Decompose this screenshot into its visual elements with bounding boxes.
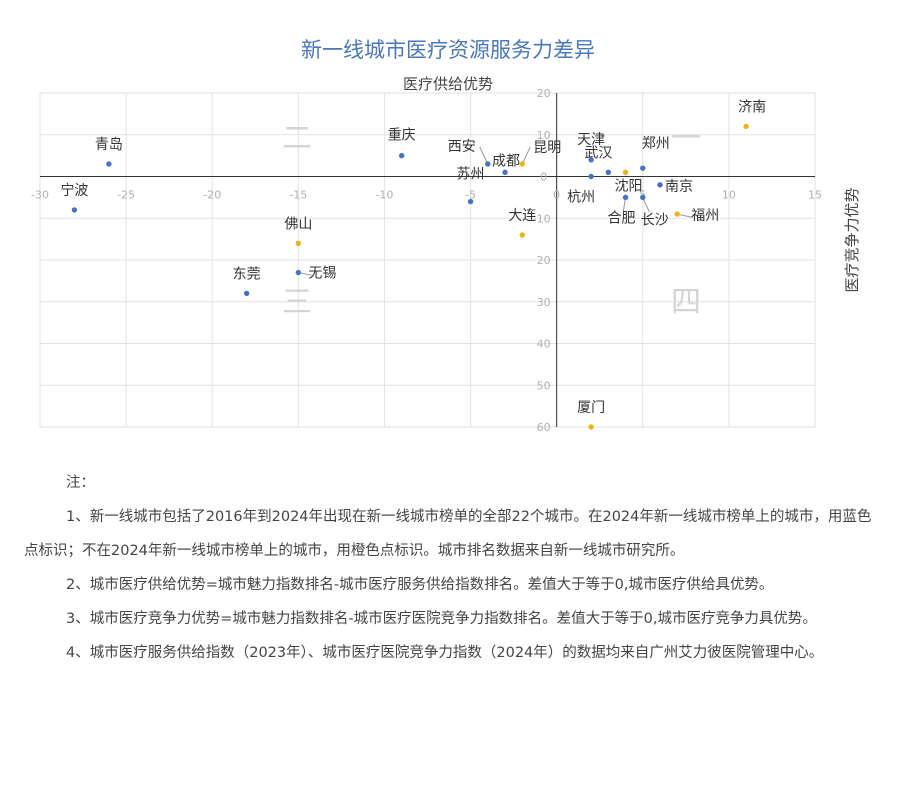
note-item-1: 1、新一线城市包括了2016年到2024年出现在新一线城市榜单的全部22个城市。… [24, 509, 872, 559]
quadrant-labels: 一 二三 四 [282, 121, 701, 320]
axes [40, 93, 815, 427]
y-tick-label: 30 [537, 296, 551, 309]
point-label: 杭州 [567, 190, 595, 206]
data-point [588, 173, 594, 180]
data-point [106, 161, 112, 167]
point-label: 佛山 [284, 216, 312, 232]
leader-line [642, 197, 650, 213]
point-label: 合肥 [608, 210, 636, 226]
point-label: 长沙 [641, 212, 669, 228]
data-point [502, 169, 508, 176]
point-label: 福州 [691, 208, 719, 224]
data-points [71, 123, 749, 430]
x-tick-label: 10 [722, 189, 736, 202]
data-point [674, 211, 680, 217]
point-label: 昆明 [533, 140, 561, 156]
x-tick-label: 0 [553, 189, 560, 202]
x-tick-label: -20 [203, 189, 221, 202]
point-label: 宁波 [60, 182, 88, 199]
data-point [588, 157, 594, 163]
point-label: 武汉 [584, 145, 612, 161]
x-tick-label: -30 [31, 189, 49, 202]
quadrant-label: 二 [282, 121, 312, 156]
point-label: 郑州 [642, 136, 670, 152]
point-label: 苏州 [457, 167, 485, 183]
data-point [605, 169, 612, 176]
note-item-4: 4、城市医疗服务供给指数（2023年）、城市医疗医院竞争力指数（2024年）的数… [66, 645, 824, 661]
x-tick-label: -15 [289, 189, 307, 202]
y-tick-label: 60 [537, 421, 551, 434]
notes-heading: 注： [66, 475, 95, 491]
chart-title: 新一线城市医疗资源服务力差异 [301, 38, 595, 62]
data-point [743, 123, 749, 130]
note-item-3: 3、城市医疗竞争力优势=城市魅力指数排名-城市医疗医院竞争力指数排名。差值大于等… [66, 611, 817, 627]
data-point [485, 161, 491, 167]
point-label: 东莞 [233, 266, 261, 282]
data-point [519, 161, 525, 167]
scatter-chart: 新一线城市医疗资源服务力差异 医疗供给优势 医疗竞争力优势 一 二三 四 -30 -2… [31, 38, 861, 434]
point-label: 南京 [665, 179, 693, 195]
data-point [622, 194, 629, 201]
y-tick-label: 10 [537, 129, 551, 142]
quadrant-label: 四 [671, 285, 701, 320]
point-label: 大连 [508, 208, 536, 224]
y-tick-label: 10 [537, 212, 551, 225]
x-tick-label: 15 [808, 189, 822, 202]
data-point [467, 198, 474, 205]
point-label: 青岛 [95, 137, 123, 153]
x-tick-label: -25 [117, 189, 135, 202]
point-label: 无锡 [308, 266, 336, 282]
x-tick-label: -10 [375, 189, 393, 202]
y-tick-label: 20 [537, 87, 551, 100]
data-point [398, 152, 405, 159]
leader-line [521, 146, 531, 165]
data-point [71, 207, 78, 213]
note-item-2: 2、城市医疗供给优势=城市魅力指数排名-城市医疗服务供给指数排名。差值大于等于0… [66, 577, 774, 593]
point-label: 西安 [448, 139, 476, 155]
data-point [295, 240, 302, 246]
y-tick-label: 50 [537, 379, 551, 392]
y-axis-title: 医疗竞争力优势 [843, 187, 861, 292]
y-tick-label: 20 [537, 254, 551, 267]
data-point [657, 182, 663, 188]
chart-area: 新一线城市医疗资源服务力差异 医疗供给优势 医疗竞争力优势 一 二三 四 -30 -2… [31, 38, 861, 434]
x-tick-label: -5 [465, 189, 476, 202]
notes-section: 注： 1、新一线城市包括了2016年到2024年出现在新一线城市榜单的全部22个… [24, 466, 872, 670]
point-label: 天津 [577, 132, 605, 148]
data-point [640, 194, 646, 201]
point-label: 成都 [492, 153, 520, 169]
data-point [640, 165, 646, 171]
data-point [588, 424, 594, 430]
data-point [519, 232, 525, 238]
x-axis-title: 医疗供给优势 [403, 75, 493, 93]
y-tick-label: 40 [537, 338, 551, 351]
point-label: 厦门 [577, 400, 605, 416]
quadrant-label: 一 [671, 121, 701, 156]
data-point [622, 169, 629, 176]
y-tick-label: 0 [540, 171, 547, 184]
point-label: 济南 [738, 99, 766, 115]
point-label: 重庆 [388, 128, 416, 144]
data-point [243, 290, 250, 297]
point-label: 沈阳 [615, 178, 643, 194]
data-point [295, 269, 302, 276]
leader-line [479, 146, 489, 165]
quadrant-label: 三 [282, 285, 312, 320]
